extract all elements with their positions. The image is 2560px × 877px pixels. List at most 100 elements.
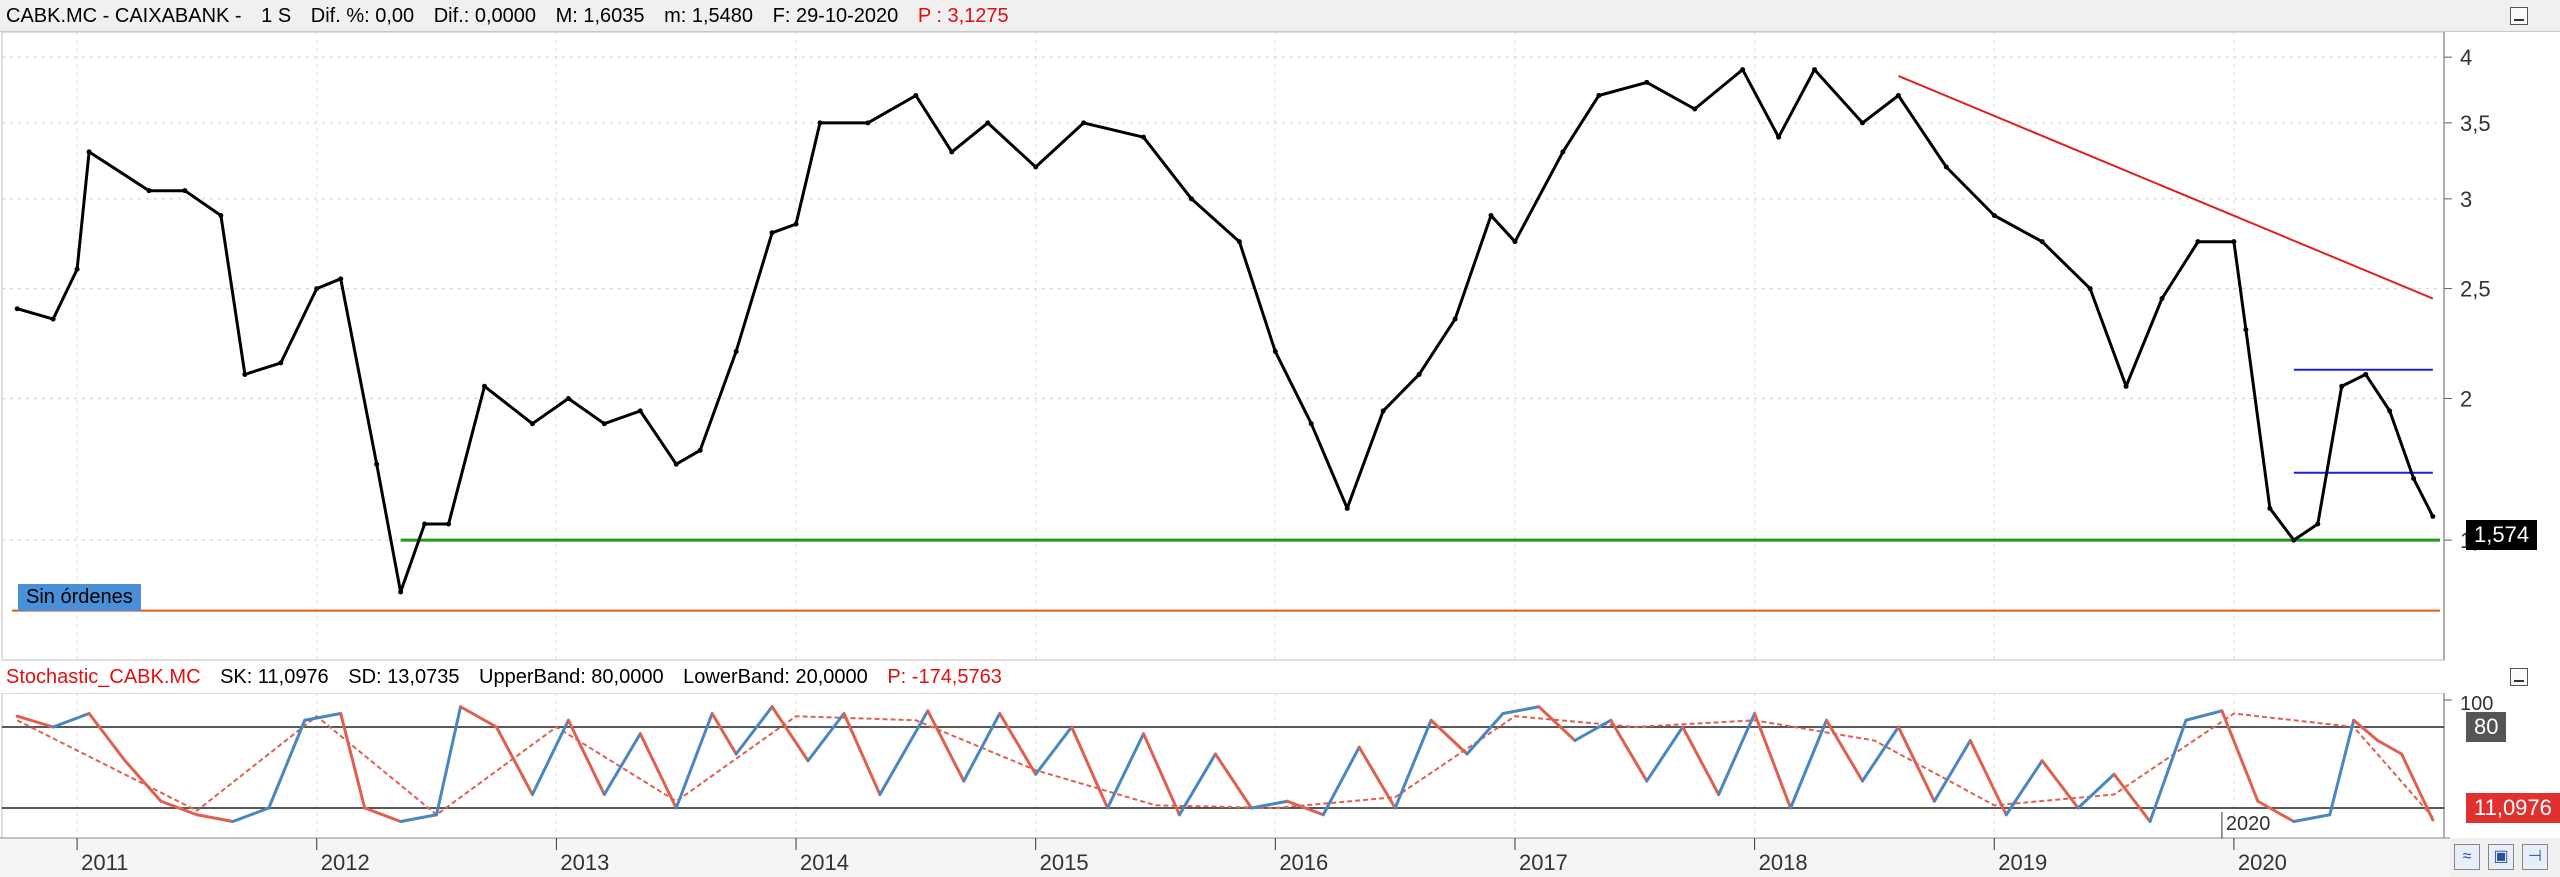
price-point bbox=[14, 306, 20, 312]
autoscale-icon[interactable]: ≈ bbox=[2454, 844, 2480, 870]
sk-segment bbox=[674, 712, 714, 810]
sk-segment bbox=[2112, 772, 2152, 823]
x-tick-label: 2019 bbox=[1998, 850, 2047, 875]
minimize-stoch-panel-button[interactable] bbox=[2510, 668, 2528, 686]
price-point bbox=[2195, 239, 2201, 245]
sd-series-line bbox=[16, 712, 2434, 818]
price-point bbox=[1859, 120, 1865, 126]
x-tick-label: 2018 bbox=[1759, 850, 1808, 875]
min-label: m: 1,5480 bbox=[664, 5, 754, 27]
sk-segment bbox=[2400, 752, 2435, 822]
price-plot-area bbox=[1, 31, 2445, 661]
minimize-price-panel-button[interactable] bbox=[2510, 7, 2528, 25]
sk-segment bbox=[926, 709, 966, 783]
save-icon[interactable]: ▣ bbox=[2488, 844, 2514, 870]
price-point bbox=[338, 276, 344, 282]
sk-segment bbox=[2352, 718, 2380, 742]
price-point bbox=[985, 120, 991, 126]
price-point bbox=[733, 349, 739, 355]
price-point bbox=[2363, 371, 2369, 377]
price-point bbox=[2267, 505, 2273, 511]
price-point bbox=[913, 93, 919, 99]
sk-segment bbox=[267, 718, 307, 810]
price-point bbox=[146, 188, 152, 194]
orders-status-label[interactable]: Sin órdenes bbox=[18, 584, 141, 611]
stoch-last-tag: 11,0976 bbox=[2466, 793, 2560, 823]
price-point bbox=[2123, 383, 2129, 389]
stoch-upper-tag: 80 bbox=[2466, 712, 2507, 742]
lower-band-label: LowerBand: 20,0000 bbox=[683, 666, 868, 688]
price-point bbox=[1416, 371, 1422, 377]
x-tick-label: 2015 bbox=[1040, 850, 1089, 875]
sk-segment bbox=[399, 813, 439, 823]
price-point bbox=[1560, 149, 1566, 155]
price-point bbox=[2430, 513, 2436, 519]
sk-segment bbox=[1501, 705, 1541, 715]
sk-segment bbox=[363, 806, 403, 823]
sk-segment bbox=[1681, 725, 1721, 796]
sk-segment bbox=[1321, 745, 1361, 817]
price-point bbox=[278, 360, 284, 366]
sk-segment bbox=[459, 705, 498, 729]
x-tick-label: 2012 bbox=[321, 850, 370, 875]
sk-segment bbox=[1429, 718, 1469, 756]
sk-segment bbox=[962, 712, 1002, 783]
price-point bbox=[422, 521, 428, 527]
sk-segment bbox=[1860, 725, 1900, 783]
sk-segment bbox=[638, 732, 678, 810]
price-point bbox=[2243, 327, 2249, 333]
price-point bbox=[86, 149, 92, 155]
sk-segment bbox=[530, 718, 570, 796]
sk-segment bbox=[231, 806, 271, 823]
sk-segment bbox=[1213, 752, 1253, 810]
price-point bbox=[1895, 93, 1901, 99]
sk-segment bbox=[878, 709, 930, 796]
sk-segment bbox=[2328, 718, 2356, 817]
sk-segment bbox=[159, 799, 199, 817]
sk-segment bbox=[2148, 718, 2188, 823]
sk-segment bbox=[1645, 725, 1685, 783]
price-point bbox=[1033, 164, 1039, 170]
sk-segment bbox=[734, 705, 774, 756]
price-point bbox=[481, 383, 487, 389]
price-point bbox=[1512, 239, 1518, 245]
dif-label: Dif.: 0,0000 bbox=[433, 5, 537, 27]
pin-icon[interactable]: ⊣ bbox=[2522, 844, 2548, 870]
price-point bbox=[2087, 286, 2093, 292]
sk-segment bbox=[1789, 718, 1829, 810]
period-label: 1 S bbox=[261, 5, 292, 27]
price-point bbox=[1644, 79, 1650, 85]
stoch-header: Stochastic_CABK.MC SK: 11,0976 SD: 13,07… bbox=[0, 661, 2560, 693]
price-point bbox=[1344, 505, 1350, 511]
x-tick-label: 2013 bbox=[560, 850, 609, 875]
symbol-label: CABK.MC - CAIXABANK - bbox=[6, 5, 242, 27]
price-point bbox=[1452, 316, 1458, 322]
sk-segment bbox=[1034, 725, 1074, 776]
price-point bbox=[1812, 67, 1818, 73]
date-label: F: 29-10-2020 bbox=[772, 5, 899, 27]
price-point bbox=[1776, 134, 1782, 140]
price-point bbox=[793, 221, 799, 227]
sk-segment bbox=[1357, 745, 1397, 810]
price-point bbox=[1141, 134, 1147, 140]
price-point bbox=[637, 408, 643, 414]
price-point bbox=[242, 371, 248, 377]
price-point bbox=[565, 395, 571, 401]
sk-segment bbox=[2376, 739, 2404, 756]
price-point bbox=[2339, 383, 2345, 389]
price-point bbox=[1943, 164, 1949, 170]
price-point bbox=[50, 316, 56, 322]
price-point bbox=[529, 421, 535, 427]
sk-segment bbox=[494, 725, 534, 796]
price-point bbox=[2159, 296, 2165, 302]
price-point bbox=[1596, 93, 1602, 99]
price-point bbox=[1236, 239, 1242, 245]
price-point bbox=[673, 461, 679, 467]
price-ytick-label: 3 bbox=[2460, 187, 2472, 212]
price-point bbox=[374, 461, 380, 467]
stoch-position-label: P: -174,5763 bbox=[887, 666, 1002, 688]
sk-segment bbox=[123, 759, 163, 803]
bottom-toolbar: ≈ ▣ ⊣ bbox=[2450, 838, 2560, 877]
price-point bbox=[182, 188, 188, 194]
